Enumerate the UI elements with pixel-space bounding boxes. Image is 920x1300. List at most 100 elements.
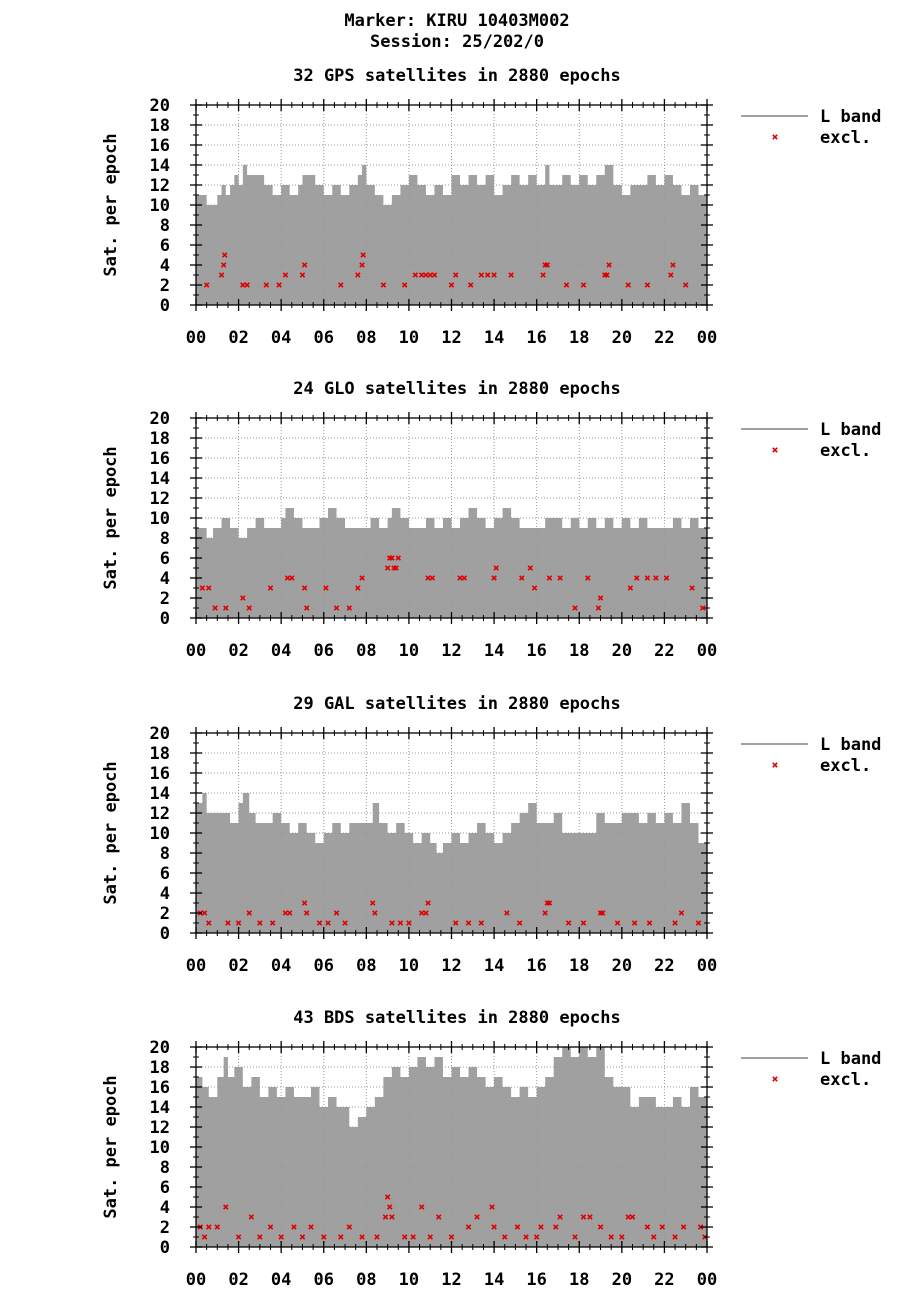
x-tick-label: 12 (441, 956, 461, 976)
y-tick-label: 8 (160, 1158, 170, 1178)
excl-point (580, 282, 587, 288)
excl-point (223, 1204, 229, 1210)
excl-point (267, 1224, 274, 1230)
chart-panel-2: 29 GAL satellites in 2880 epochs02468101… (101, 694, 881, 976)
excl-point (518, 575, 525, 581)
excl-point (240, 282, 246, 288)
excl-point (527, 565, 534, 571)
legend-excl-label: excl. (820, 756, 871, 776)
excl-point (689, 585, 695, 591)
excl-point (346, 605, 353, 611)
excl-point (320, 1234, 327, 1240)
chart-panel-1: 24 GLO satellites in 2880 epochs02468101… (101, 379, 881, 661)
excl-point (680, 1224, 687, 1230)
x-tick-label: 00 (697, 956, 717, 976)
excl-point (257, 920, 263, 926)
excl-point (546, 575, 553, 581)
excl-point (246, 910, 252, 916)
excl-point (393, 565, 399, 571)
excl-point (303, 605, 310, 611)
excl-point (644, 282, 651, 288)
y-tick-label: 20 (150, 409, 170, 429)
excl-point (619, 1234, 625, 1240)
y-tick-label: 10 (150, 509, 170, 529)
y-tick-label: 12 (150, 804, 170, 824)
x-tick-label: 08 (356, 641, 376, 661)
excl-point (406, 920, 412, 926)
excl-point (597, 1224, 604, 1230)
excl-point (372, 910, 378, 916)
x-tick-label: 14 (484, 641, 504, 661)
excl-point (557, 575, 563, 581)
excl-point (538, 1224, 544, 1230)
excl-point (359, 1234, 365, 1240)
excl-point (504, 910, 510, 916)
excl-point (625, 1214, 631, 1220)
excl-point (206, 585, 212, 591)
x-tick-label: 00 (186, 641, 206, 661)
x-tick-label: 06 (314, 328, 334, 348)
excl-point (491, 1224, 497, 1230)
excl-point (448, 282, 455, 288)
excl-point (663, 575, 670, 581)
y-tick-label: 2 (160, 276, 170, 296)
excl-point (269, 920, 276, 926)
x-tick-label: 18 (569, 1270, 589, 1290)
x-tick-label: 02 (228, 641, 248, 661)
excl-point (401, 282, 408, 288)
excl-point (389, 555, 395, 561)
excl-point (595, 605, 602, 611)
excl-point (212, 605, 218, 611)
excl-point (429, 575, 436, 581)
excl-point (284, 575, 291, 581)
excl-point (299, 272, 306, 278)
y-tick-label: 18 (150, 744, 170, 764)
legend-excl-label: excl. (820, 128, 871, 148)
excl-point (678, 910, 685, 916)
excl-point (397, 920, 404, 926)
grid (196, 105, 707, 305)
excl-point (276, 282, 282, 288)
excl-point (418, 272, 425, 278)
excl-point (380, 282, 387, 288)
x-tick-label: 10 (399, 328, 419, 348)
excl-point (493, 565, 499, 571)
x-tick-label: 18 (569, 956, 589, 976)
excl-point (580, 920, 587, 926)
excl-point (672, 1234, 678, 1240)
excl-point (484, 272, 491, 278)
chart-title: 43 BDS satellites in 2880 epochs (293, 1008, 621, 1028)
y-tick-label: 6 (160, 549, 170, 569)
excl-point (418, 1204, 425, 1210)
x-tick-label: 10 (399, 641, 419, 661)
x-tick-label: 12 (441, 1270, 461, 1290)
excl-point (465, 920, 472, 926)
excl-point (565, 920, 572, 926)
x-tick-label: 00 (186, 956, 206, 976)
excl-point (206, 920, 212, 926)
x-tick-label: 18 (569, 328, 589, 348)
x-tick-label: 02 (228, 328, 248, 348)
excl-point (423, 272, 429, 278)
excl-point (301, 585, 308, 591)
excl-point (323, 585, 329, 591)
y-tick-label: 12 (150, 489, 170, 509)
excl-point (533, 1234, 540, 1240)
y-tick-label: 16 (150, 764, 170, 784)
excl-point (572, 1234, 578, 1240)
excl-point (333, 605, 340, 611)
x-tick-label: 10 (399, 1270, 419, 1290)
excl-point (452, 920, 459, 926)
chart-panel-0: 32 GPS satellites in 2880 epochs02468101… (101, 66, 881, 348)
excl-point (644, 1224, 651, 1230)
excl-point (465, 1224, 472, 1230)
excl-point (223, 605, 229, 611)
y-tick-label: 10 (150, 824, 170, 844)
excl-point (606, 262, 612, 268)
chart-title: 32 GPS satellites in 2880 epochs (293, 66, 621, 86)
excl-point (531, 585, 538, 591)
x-tick-label: 02 (228, 956, 248, 976)
excl-point (199, 585, 206, 591)
